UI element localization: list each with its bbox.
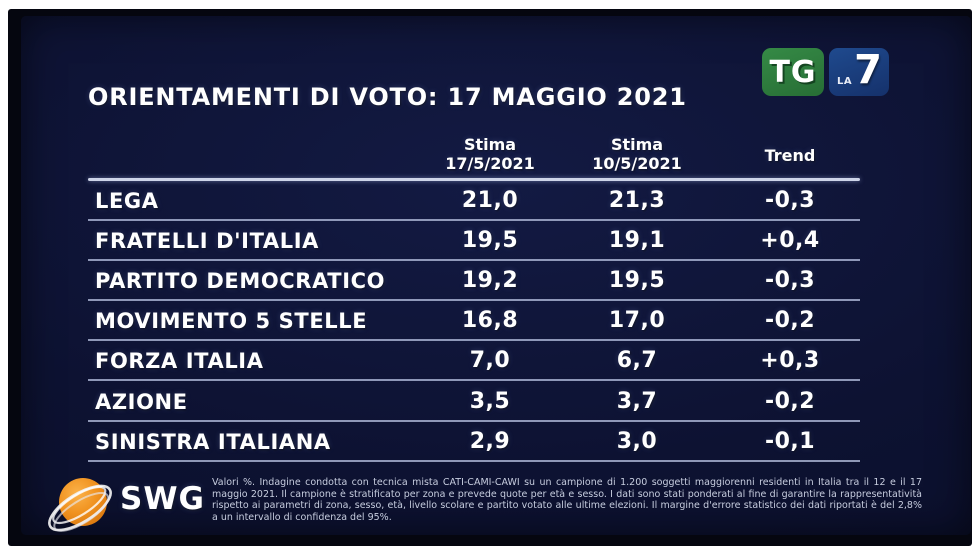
stima-previous-value: 19,5 — [608, 268, 666, 293]
table-row: MOVIMENTO 5 STELLE 16,8 17,0 -0,2 — [88, 301, 860, 341]
column-header-line1: Stima — [463, 135, 517, 154]
trend-value: -0,3 — [764, 188, 816, 213]
tgla7-logo: TG LA 7 — [762, 47, 892, 96]
navy-panel — [21, 16, 971, 535]
trend-value: -0,3 — [764, 268, 816, 293]
table-row: PARTITO DEMOCRATICO 19,2 19,5 -0,3 — [88, 261, 860, 301]
stima-current-value: 21,0 — [461, 188, 519, 213]
stima-current-value: 19,5 — [461, 228, 519, 253]
stima-current-value: 7,0 — [469, 348, 511, 373]
trend-value: -0,2 — [764, 389, 816, 414]
column-header-line2: 10/5/2021 — [592, 154, 682, 173]
tg-logo-text: TG — [769, 54, 817, 90]
table-row: SINISTRA ITALIANA 2,9 3,0 -0,1 — [88, 422, 860, 462]
trend-value: +0,4 — [760, 228, 820, 253]
swg-globe-icon — [48, 478, 112, 532]
stima-current-value: 2,9 — [469, 429, 511, 454]
party-name: PARTITO DEMOCRATICO — [95, 269, 386, 293]
stima-previous-value: 3,7 — [616, 389, 658, 414]
column-header-stima-previous: Stima 10/5/2021 — [557, 135, 717, 173]
column-header-stima-current: Stima 17/5/2021 — [410, 135, 570, 173]
stima-previous-value: 17,0 — [608, 308, 666, 333]
la7-logo-icon: LA 7 — [829, 47, 889, 96]
table-row: AZIONE 3,5 3,7 -0,2 — [88, 382, 860, 422]
party-name: LEGA — [95, 189, 159, 213]
methodology-disclaimer: Valori %. Indagine condotta con tecnica … — [212, 477, 922, 523]
table-row: FRATELLI D'ITALIA 19,5 19,1 +0,4 — [88, 221, 860, 261]
tg-logo-icon: TG — [762, 48, 824, 96]
stima-current-value: 19,2 — [461, 268, 519, 293]
column-header-trend: Trend — [764, 146, 816, 165]
table-row: FORZA ITALIA 7,0 6,7 +0,3 — [88, 341, 860, 381]
page-title: ORIENTAMENTI DI VOTO: 17 MAGGIO 2021 — [88, 83, 687, 111]
stima-previous-value: 19,1 — [608, 228, 666, 253]
stima-previous-value: 3,0 — [616, 429, 658, 454]
trend-value: +0,3 — [760, 348, 820, 373]
stima-current-value: 3,5 — [469, 389, 511, 414]
header-separator-line — [88, 178, 860, 181]
swg-logo-text: SWG — [120, 481, 205, 517]
trend-value: -0,2 — [764, 308, 816, 333]
stima-previous-value: 6,7 — [616, 348, 658, 373]
stima-previous-value: 21,3 — [608, 188, 666, 213]
party-name: FRATELLI D'ITALIA — [95, 229, 319, 253]
party-name: FORZA ITALIA — [95, 349, 264, 373]
stima-current-value: 16,8 — [461, 308, 519, 333]
party-name: AZIONE — [95, 390, 188, 414]
la7-logo-la: LA — [837, 76, 853, 87]
la7-logo-seven: 7 — [854, 47, 882, 93]
party-name: MOVIMENTO 5 STELLE — [95, 309, 368, 333]
party-name: SINISTRA ITALIANA — [95, 430, 331, 454]
trend-value: -0,1 — [764, 429, 816, 454]
table-row: LEGA 21,0 21,3 -0,3 — [88, 181, 860, 221]
column-header-line1: Stima — [610, 135, 664, 154]
column-header-line2: 17/5/2021 — [445, 154, 535, 173]
